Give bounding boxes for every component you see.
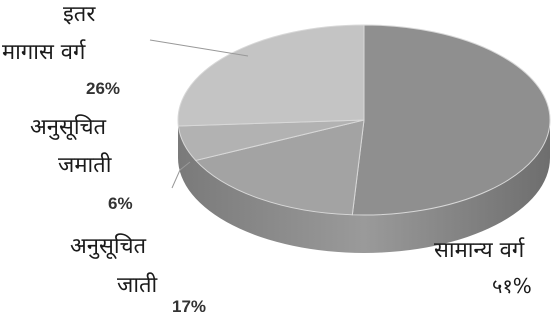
value-label-sc: 17%: [172, 297, 207, 316]
label-st-line1: अनुसूचित: [30, 115, 107, 140]
value-label-general: ५१%: [492, 274, 532, 298]
label-sc-line1: अनुसूचित: [70, 234, 147, 259]
label-obc-line2: मागास वर्ग: [2, 40, 86, 65]
label-obc-line1: इतर: [63, 2, 96, 27]
pie-slice-3: [177, 24, 365, 127]
pie-top: [177, 24, 551, 216]
label-st-line2: जमाती: [58, 153, 112, 178]
pie-slice-0: [351, 24, 551, 216]
leader-lines: [149, 39, 249, 189]
value-label-obc: 26%: [86, 79, 121, 98]
value-label-st: 6%: [108, 194, 133, 213]
pie-slice-1: [194, 119, 365, 216]
pie-side: [178, 120, 550, 253]
pie-wall: [178, 120, 550, 253]
leader-line-st: [171, 161, 191, 189]
leader-line-obc: [149, 39, 249, 57]
label-general: सामान्य वर्ग: [434, 238, 525, 263]
label-sc-line2: जाती: [117, 273, 158, 298]
